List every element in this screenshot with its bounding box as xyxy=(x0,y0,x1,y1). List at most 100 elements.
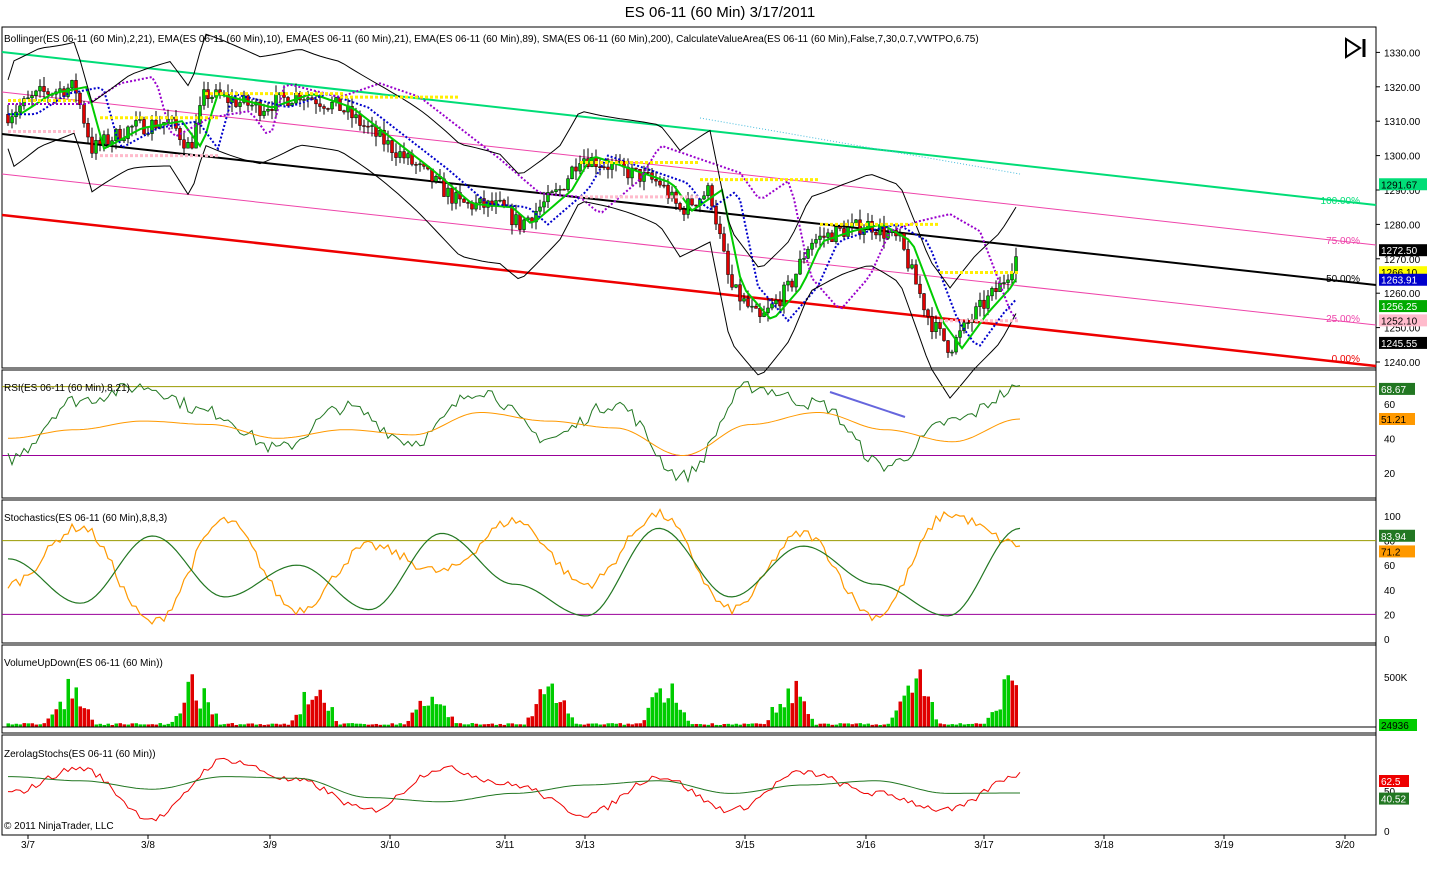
rsi-series-0 xyxy=(7,381,1021,484)
x-tick-label: 3/20 xyxy=(1335,840,1355,851)
volume-bar-up xyxy=(578,724,582,727)
volume-bar-down xyxy=(854,723,858,727)
price-badge xyxy=(1379,273,1427,286)
volume-bar-up xyxy=(598,724,602,727)
volume-bar-down xyxy=(538,689,542,727)
volume-bar-up xyxy=(298,714,302,727)
volume-bar-up xyxy=(222,724,226,727)
volume-bar-up xyxy=(62,709,66,727)
volume-bar-up xyxy=(718,724,722,727)
volume-bar-down xyxy=(314,696,318,727)
volume-bar-down xyxy=(410,712,414,727)
candle-down xyxy=(754,305,758,309)
candle-up xyxy=(522,219,526,230)
volume-bar-down xyxy=(30,723,34,727)
candle-up xyxy=(734,284,738,288)
volume-bar-up xyxy=(798,696,802,727)
candle-up xyxy=(826,232,830,238)
x-tick-label: 3/9 xyxy=(263,840,277,851)
volume-bar-up xyxy=(646,707,650,727)
volume-bar-down xyxy=(42,723,46,727)
candle-down xyxy=(842,228,846,237)
candle-up xyxy=(1002,282,1006,284)
volume-bar-down xyxy=(70,698,74,727)
volume-bar-down xyxy=(458,723,462,727)
candle-down xyxy=(730,274,734,288)
volume-bar-down xyxy=(34,724,38,727)
candle-up xyxy=(1014,256,1018,274)
candle-down xyxy=(562,188,566,191)
candle-down xyxy=(602,166,606,169)
volume-bar-up xyxy=(206,702,210,727)
volume-bar-down xyxy=(418,700,422,727)
ema10-line xyxy=(8,85,1017,350)
price-badge-label: 1263.91 xyxy=(1381,276,1418,287)
candle-down xyxy=(738,284,742,302)
stoch-tick-label: 20 xyxy=(1384,610,1396,621)
rsi-badge xyxy=(1379,412,1415,425)
volume-bar-up xyxy=(114,723,118,727)
candle-down xyxy=(994,288,998,292)
fib-level-label: 25.00% xyxy=(1326,314,1360,325)
rsi-tick-label: 60 xyxy=(1384,400,1396,411)
volume-bar-down xyxy=(638,723,642,727)
volume-bar-down xyxy=(702,724,706,727)
x-tick-label: 3/13 xyxy=(575,840,595,851)
volume-bar-down xyxy=(210,714,214,727)
volume-bar-up xyxy=(454,723,458,727)
price-badge xyxy=(1379,300,1427,313)
play-to-end-button[interactable] xyxy=(1343,36,1369,60)
candle-down xyxy=(190,142,194,149)
volume-bar-down xyxy=(870,724,874,727)
candle-down xyxy=(482,198,486,208)
candle-down xyxy=(718,223,722,235)
volume-bar-up xyxy=(142,724,146,727)
x-tick-label: 3/8 xyxy=(141,840,155,851)
candle-up xyxy=(102,134,106,145)
candle-up xyxy=(958,330,962,338)
candle-down xyxy=(414,164,418,166)
volume-bar-down xyxy=(974,723,978,727)
candle-down xyxy=(318,103,322,107)
candle-down xyxy=(182,139,186,149)
volume-bar-down xyxy=(78,706,82,727)
panel-frame-stoch xyxy=(1,499,1377,644)
volume-bar-down xyxy=(90,719,94,727)
volume-bar-up xyxy=(330,707,334,727)
volume-bar-down xyxy=(22,723,26,727)
candle-up xyxy=(38,86,42,92)
volume-bar-down xyxy=(518,724,522,727)
volume-bar-up xyxy=(242,724,246,727)
volume-bar-up xyxy=(398,723,402,727)
stoch-badge xyxy=(1379,529,1415,542)
volume-bar-up xyxy=(770,706,774,727)
candle-down xyxy=(390,140,394,153)
price-badge xyxy=(1379,314,1427,327)
candle-down xyxy=(74,80,78,94)
volume-bar-down xyxy=(234,724,238,727)
skip-to-end-icon xyxy=(1345,37,1366,59)
candle-up xyxy=(210,96,214,100)
candle-up xyxy=(950,351,954,354)
zerolag-badge-label: 40.52 xyxy=(1381,795,1406,806)
volume-bar-up xyxy=(550,683,554,727)
volume-bar-down xyxy=(154,724,158,727)
volume-bar-down xyxy=(46,718,50,727)
candle-up xyxy=(354,114,358,119)
candle-up xyxy=(878,225,882,236)
volume-bar-down xyxy=(486,724,490,727)
candle-up xyxy=(962,322,966,332)
channel-bottom-line xyxy=(1,213,1377,368)
volume-bar-up xyxy=(18,724,22,727)
volume-bar-down xyxy=(194,700,198,727)
candle-down xyxy=(154,119,158,129)
volume-bar-up xyxy=(690,724,694,727)
volume-bar-down xyxy=(922,696,926,727)
chart-title: ES 06-11 (60 Min) 3/17/2011 xyxy=(624,4,816,21)
volume-bar-up xyxy=(362,724,366,727)
candle-up xyxy=(302,99,306,101)
volume-bar-down xyxy=(226,723,230,727)
candle-down xyxy=(722,233,726,252)
volume-bar-up xyxy=(186,681,190,727)
